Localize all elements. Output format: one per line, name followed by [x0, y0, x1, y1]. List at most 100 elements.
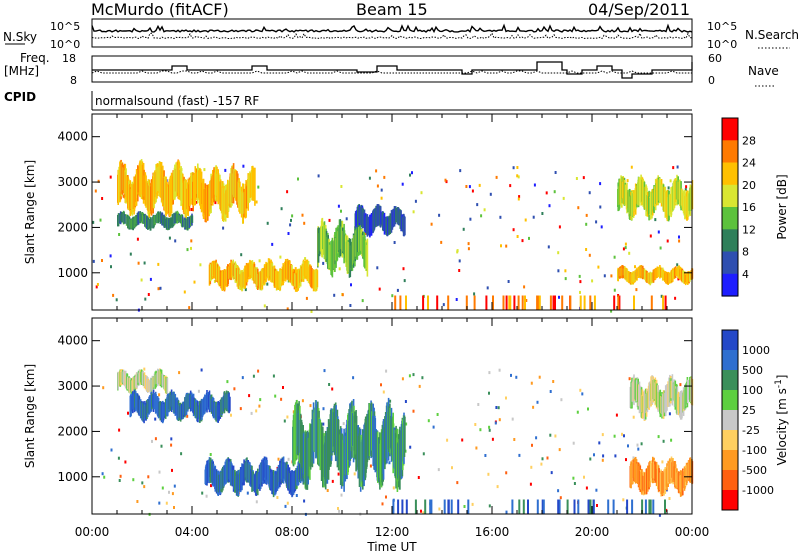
speckle [303, 221, 306, 225]
speckle [341, 293, 344, 297]
speckle [575, 177, 578, 180]
speckle [368, 176, 371, 180]
colorbar-swatch [722, 450, 738, 471]
speckle [110, 448, 113, 452]
speckle [579, 280, 582, 284]
speckle [572, 476, 575, 480]
x-axis-label: Time UT [366, 540, 417, 554]
speckle [637, 447, 640, 451]
speckle [149, 277, 152, 281]
ground-scatter [537, 295, 540, 310]
speckle [422, 511, 425, 515]
speckle [595, 488, 598, 492]
ground-scatter [447, 499, 450, 514]
speckle [246, 491, 249, 495]
y-axis-label: Slant Range [km] [23, 160, 37, 264]
speckle [412, 373, 415, 377]
speckle [239, 407, 242, 411]
ground-scatter [492, 295, 494, 310]
speckle [380, 196, 383, 200]
speckle [582, 176, 585, 180]
speckle [199, 263, 202, 267]
y-axis-label: Slant Range [km] [23, 364, 37, 468]
colorbar-swatch [722, 470, 738, 491]
speckle [437, 468, 440, 472]
ground-scatter [612, 499, 615, 514]
speckle [579, 290, 581, 294]
speckle [213, 279, 216, 283]
speckle [294, 267, 297, 271]
speckle [258, 259, 261, 263]
speckle [147, 293, 150, 296]
speckle [531, 443, 533, 447]
speckle [326, 489, 329, 492]
speckle [505, 396, 507, 400]
echo-region-3 [316, 270, 319, 288]
speckle [350, 283, 352, 287]
speckle [143, 367, 146, 371]
nsearch-label: N.Search [745, 28, 800, 42]
speckle [513, 438, 516, 441]
speckle [118, 233, 121, 236]
speckle [188, 306, 191, 310]
speckle [183, 290, 186, 294]
echo-region-5 [404, 216, 406, 236]
speckle [572, 441, 575, 445]
speckle [432, 425, 435, 429]
colorbar-label-end: ] [775, 375, 789, 380]
speckle [599, 205, 602, 209]
speckle [224, 168, 227, 172]
speckle [383, 175, 386, 179]
ground-scatter [536, 295, 539, 310]
speckle [491, 437, 494, 441]
ground-scatter [436, 295, 439, 310]
echo-region-3 [404, 416, 406, 452]
speckle [670, 438, 673, 442]
ground-scatter [589, 499, 592, 514]
ground-scatter [592, 499, 595, 514]
station-title: McMurdo (fitACF) [91, 0, 229, 19]
freq-panel-frame [91, 55, 693, 83]
speckle [509, 184, 512, 188]
speckle [578, 274, 581, 278]
speckle [141, 481, 144, 485]
ground-scatter [561, 295, 564, 310]
ground-scatter [447, 295, 450, 310]
ground-scatter [509, 295, 512, 310]
speckle [173, 506, 175, 509]
ground-scatter [521, 295, 524, 310]
speckle [158, 501, 161, 505]
speckle [588, 253, 591, 257]
speckle [461, 438, 464, 442]
speckle [280, 207, 283, 211]
x-tick-label: 08:00 [275, 525, 310, 539]
colorbar-swatch [722, 350, 738, 371]
ground-scatter [505, 295, 508, 310]
speckle [557, 251, 560, 255]
panel-1-data [101, 367, 694, 517]
ground-scatter [554, 295, 556, 310]
ground-scatter [524, 295, 526, 310]
speckle [587, 407, 589, 411]
speckle [132, 478, 135, 482]
speckle [685, 185, 688, 189]
ground-scatter [518, 499, 521, 514]
speckle [180, 452, 183, 456]
ground-scatter [579, 295, 582, 310]
echo-region-1 [229, 396, 231, 412]
speckle [255, 200, 258, 204]
speckle [259, 398, 262, 402]
colorbar-swatch [722, 490, 738, 511]
speckle [171, 468, 173, 472]
ground-scatter [473, 295, 476, 310]
speckle [171, 492, 174, 496]
speckle [495, 175, 498, 179]
speckle [473, 292, 476, 296]
speckle [487, 472, 490, 476]
echo-region-0 [166, 377, 169, 394]
speckle [636, 443, 639, 447]
speckle [143, 485, 146, 489]
speckle [621, 432, 623, 436]
ground-scatter [511, 499, 514, 514]
